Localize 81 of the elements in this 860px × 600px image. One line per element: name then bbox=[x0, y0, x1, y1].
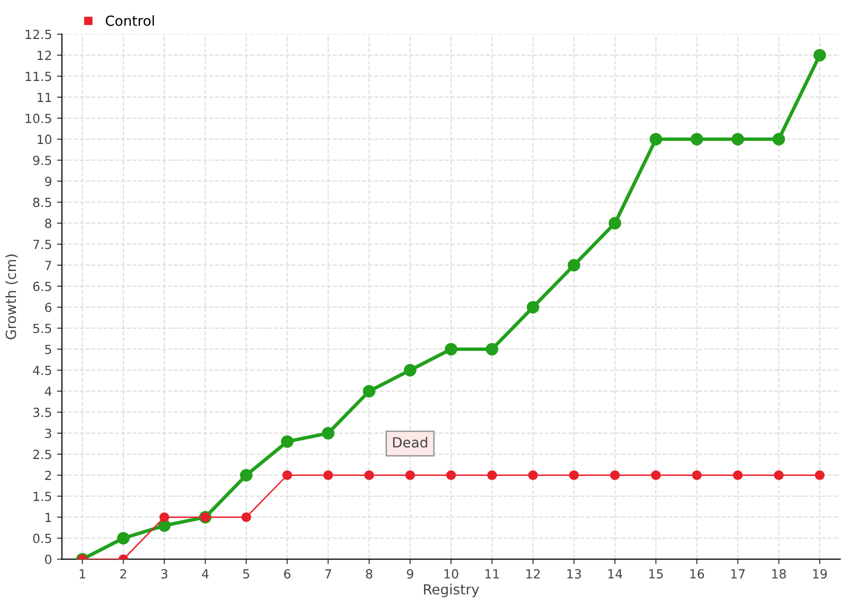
y-tick-label: 0.5 bbox=[33, 534, 52, 544]
x-tick-label: 12 bbox=[526, 569, 540, 578]
point bbox=[364, 470, 374, 480]
y-tick-label: 7.5 bbox=[33, 240, 52, 250]
y-tick-label: 12.5 bbox=[26, 30, 52, 40]
x-tick-label: 16 bbox=[690, 569, 704, 579]
point bbox=[732, 470, 743, 480]
point bbox=[159, 512, 170, 522]
x-tick-label: 15 bbox=[649, 569, 663, 579]
point bbox=[280, 435, 294, 448]
y-tick-label: 0 bbox=[45, 554, 52, 564]
point bbox=[486, 342, 498, 356]
x-tick-label: 2 bbox=[120, 569, 126, 578]
point bbox=[650, 132, 662, 146]
y-tick-label: 11 bbox=[38, 92, 52, 102]
point bbox=[446, 470, 456, 480]
y-tick-label: 10.5 bbox=[26, 114, 52, 124]
x-tick-label: 6 bbox=[284, 569, 290, 579]
y-tick-label: 7 bbox=[45, 260, 52, 270]
point bbox=[568, 258, 580, 272]
point bbox=[772, 132, 786, 146]
y-tick-label: 2 bbox=[45, 470, 51, 480]
x-tick-label: 7 bbox=[325, 569, 332, 578]
x-tick-label: 1 bbox=[80, 569, 86, 578]
point bbox=[405, 470, 415, 480]
x-tick-label: 11 bbox=[485, 569, 499, 578]
point bbox=[526, 300, 540, 314]
x-tick-label: 10 bbox=[444, 569, 458, 579]
point bbox=[241, 512, 252, 522]
point bbox=[610, 470, 620, 480]
point bbox=[651, 470, 661, 480]
x-tick-label: 5 bbox=[243, 569, 250, 579]
x-tick-label: 18 bbox=[772, 569, 786, 579]
x-tick-label: 8 bbox=[366, 569, 372, 579]
point bbox=[814, 470, 825, 480]
y-tick-label: 9.5 bbox=[33, 156, 52, 166]
y-tick-label: 1 bbox=[46, 512, 52, 522]
legend-label: Control bbox=[106, 15, 154, 26]
point bbox=[608, 216, 622, 230]
y-tick-label: 10 bbox=[38, 134, 52, 144]
point bbox=[362, 384, 376, 398]
x-tick-label: 14 bbox=[608, 569, 622, 578]
y-tick-label: 12 bbox=[38, 50, 51, 60]
y-tick-label: 9 bbox=[45, 176, 52, 186]
x-tick-label: 13 bbox=[567, 569, 581, 579]
y-tick-label: 2.5 bbox=[33, 450, 52, 460]
y-axis-title: Growth (cm) bbox=[5, 254, 18, 340]
y-tick-label: 3 bbox=[45, 428, 52, 438]
y-tick-label: 8 bbox=[45, 218, 52, 228]
point bbox=[117, 532, 130, 544]
y-tick-label: 1.5 bbox=[34, 492, 52, 502]
point bbox=[569, 470, 579, 480]
point bbox=[692, 470, 702, 480]
point bbox=[282, 470, 292, 480]
point bbox=[444, 342, 458, 356]
point bbox=[732, 132, 744, 146]
x-tick-label: 17 bbox=[731, 569, 745, 578]
y-tick-label: 6.5 bbox=[33, 282, 52, 292]
x-tick-label: 4 bbox=[202, 569, 209, 578]
point bbox=[240, 468, 253, 482]
x-tick-label: 9 bbox=[406, 569, 414, 579]
x-tick-label: 3 bbox=[161, 569, 168, 579]
point bbox=[813, 48, 826, 62]
annotation: Dead bbox=[393, 436, 428, 448]
point bbox=[404, 364, 416, 376]
y-tick-label: 6 bbox=[45, 302, 52, 312]
y-tick-label: 4 bbox=[44, 386, 52, 396]
point bbox=[487, 470, 497, 480]
y-tick-label: 8.5 bbox=[33, 198, 52, 208]
x-tick-label: 19 bbox=[813, 569, 827, 579]
point bbox=[774, 470, 784, 480]
y-tick-label: 11.5 bbox=[26, 72, 52, 82]
y-tick-label: 5.5 bbox=[33, 324, 52, 334]
point bbox=[690, 132, 704, 146]
point bbox=[322, 426, 334, 440]
x-axis-title: Registry bbox=[424, 584, 480, 598]
y-tick-label: 3.5 bbox=[33, 408, 52, 418]
point bbox=[323, 470, 334, 480]
y-tick-label: 5 bbox=[45, 344, 52, 354]
y-tick-label: 4.5 bbox=[32, 366, 52, 376]
point bbox=[528, 470, 538, 480]
